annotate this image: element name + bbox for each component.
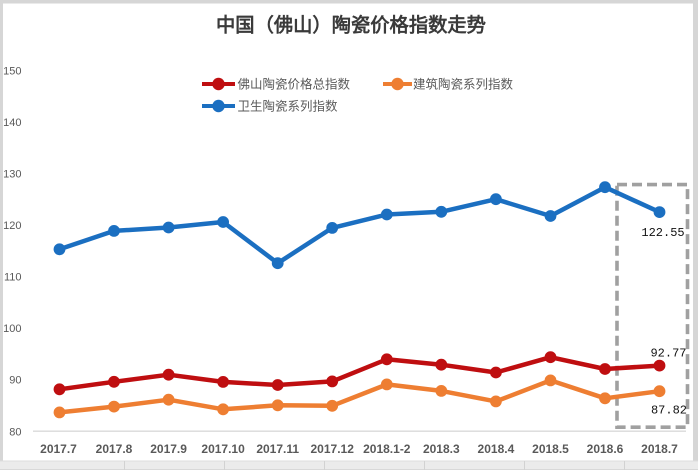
svg-text:佛山陶瓷价格总指数: 佛山陶瓷价格总指数 <box>238 77 351 92</box>
svg-text:80: 80 <box>9 426 21 438</box>
svg-text:92.77: 92.77 <box>650 347 686 361</box>
svg-text:2017.7: 2017.7 <box>40 442 77 456</box>
svg-text:2018.6: 2018.6 <box>587 442 624 456</box>
svg-text:2017.11: 2017.11 <box>256 442 299 456</box>
svg-text:110: 110 <box>4 272 22 284</box>
svg-text:130: 130 <box>3 168 21 180</box>
svg-text:140: 140 <box>3 117 21 129</box>
svg-text:90: 90 <box>9 375 21 387</box>
svg-text:150: 150 <box>3 65 21 77</box>
svg-text:2018.1-2: 2018.1-2 <box>363 442 411 456</box>
svg-text:建筑陶瓷系列指数: 建筑陶瓷系列指数 <box>413 77 514 92</box>
svg-text:120: 120 <box>3 220 21 232</box>
svg-text:2017.9: 2017.9 <box>150 442 187 456</box>
svg-text:2017.8: 2017.8 <box>96 442 133 456</box>
svg-text:100: 100 <box>3 323 21 335</box>
svg-text:2018.4: 2018.4 <box>478 442 515 456</box>
svg-text:87.82: 87.82 <box>651 404 687 418</box>
svg-text:卫生陶瓷系列指数: 卫生陶瓷系列指数 <box>238 99 339 114</box>
svg-text:122.55: 122.55 <box>641 226 684 240</box>
svg-text:2018.5: 2018.5 <box>532 442 569 456</box>
svg-text:2017.12: 2017.12 <box>311 442 355 456</box>
svg-text:中国（佛山）陶瓷价格指数走势: 中国（佛山）陶瓷价格指数走势 <box>216 14 486 37</box>
svg-text:2017.10: 2017.10 <box>201 442 245 456</box>
svg-text:2018.7: 2018.7 <box>641 442 678 456</box>
svg-text:2018.3: 2018.3 <box>423 442 460 456</box>
